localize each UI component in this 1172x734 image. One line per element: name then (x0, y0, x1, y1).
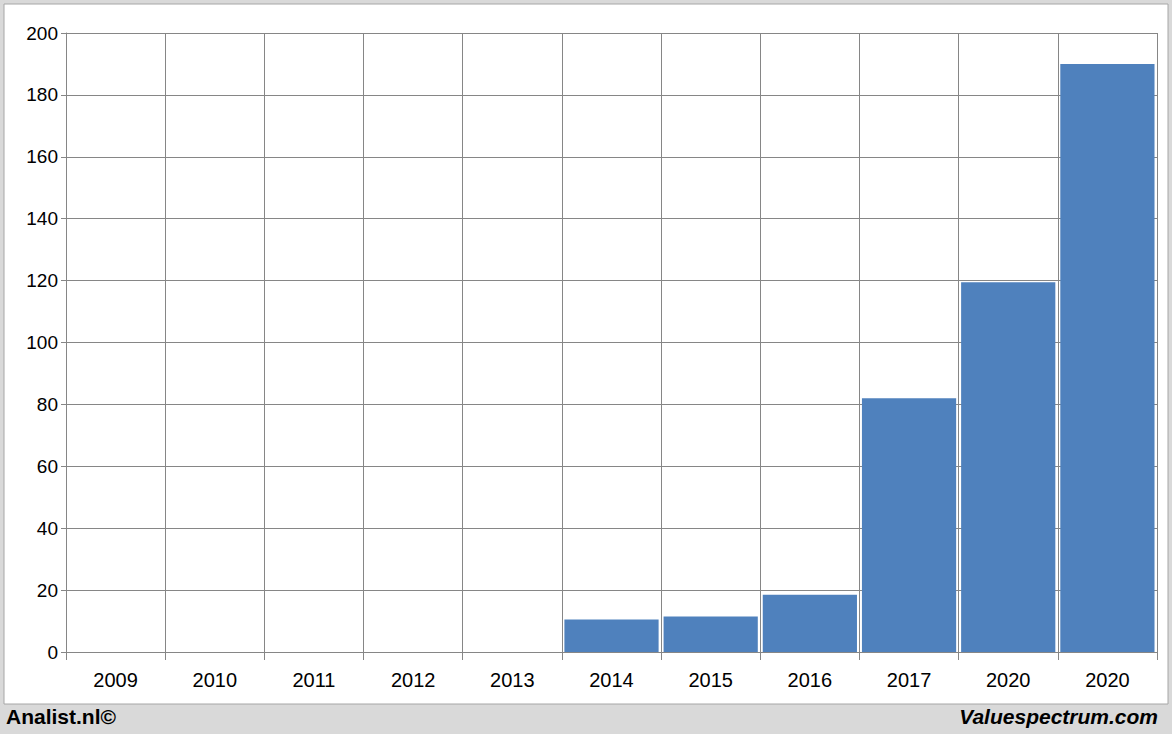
svg-text:0: 0 (47, 642, 58, 663)
svg-text:2020: 2020 (986, 669, 1031, 691)
svg-text:2009: 2009 (93, 669, 138, 691)
svg-text:2013: 2013 (490, 669, 535, 691)
svg-text:80: 80 (37, 394, 58, 415)
svg-text:2015: 2015 (688, 669, 733, 691)
svg-text:2011: 2011 (292, 669, 335, 691)
svg-text:2010: 2010 (193, 669, 238, 691)
svg-text:Analist.nl©: Analist.nl© (6, 705, 117, 728)
svg-text:200: 200 (26, 23, 58, 44)
svg-text:160: 160 (26, 146, 58, 167)
svg-text:2014: 2014 (589, 669, 634, 691)
svg-text:20: 20 (37, 580, 58, 601)
svg-text:40: 40 (37, 518, 58, 539)
svg-text:2016: 2016 (788, 669, 833, 691)
svg-text:2012: 2012 (391, 669, 436, 691)
svg-text:Valuespectrum.com: Valuespectrum.com (959, 705, 1158, 728)
svg-text:140: 140 (26, 208, 58, 229)
svg-text:120: 120 (26, 270, 58, 291)
svg-text:180: 180 (26, 84, 58, 105)
svg-text:60: 60 (37, 456, 58, 477)
svg-text:2020: 2020 (1085, 669, 1130, 691)
svg-text:100: 100 (26, 332, 58, 353)
svg-text:2017: 2017 (887, 669, 932, 691)
